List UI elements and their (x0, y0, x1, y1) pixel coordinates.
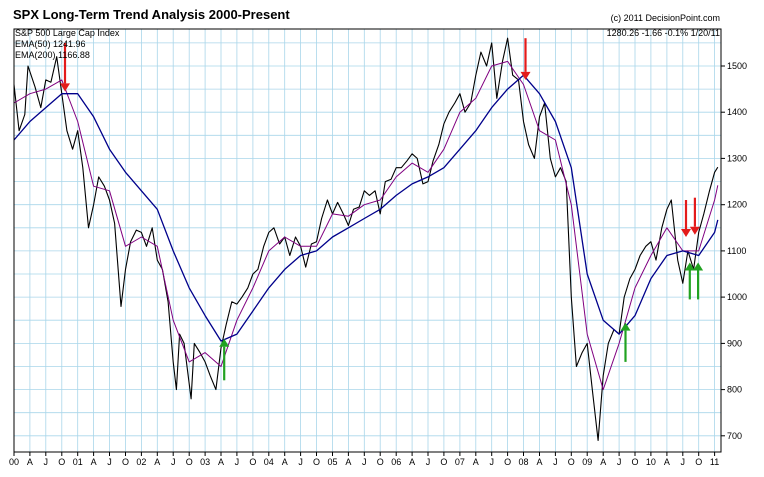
x-tick-label: A (664, 457, 670, 467)
plot-frame (13, 28, 722, 453)
x-tick-label: J (171, 457, 176, 467)
copyright-text: (c) 2011 DecisionPoint.com (611, 13, 720, 23)
plot-area (14, 29, 721, 452)
y-tick-label: 800 (727, 385, 742, 395)
x-tick-label: 04 (264, 457, 274, 467)
x-tick-label: O (58, 457, 65, 467)
arrow-head (681, 229, 691, 237)
x-tick-label: A (409, 457, 415, 467)
y-tick-label: 1500 (727, 61, 747, 71)
y-tick-label: 1100 (727, 246, 746, 256)
y-tick-label: 1300 (727, 153, 747, 163)
x-tick-label: J (617, 457, 622, 467)
arrow-head (219, 338, 230, 347)
arrow-head (693, 262, 704, 271)
x-tick-label: A (154, 457, 160, 467)
x-tick-label: O (186, 457, 193, 467)
buy-arrow (620, 322, 631, 362)
arrow-head (60, 83, 70, 92)
x-tick-label: J (681, 457, 686, 467)
y-tick-label: 1000 (727, 292, 747, 302)
x-tick-label: O (504, 457, 511, 467)
x-tick-label: J (426, 457, 431, 467)
sell-arrow (681, 200, 691, 237)
x-tick-label: A (345, 457, 351, 467)
y-tick-label: 1400 (727, 107, 747, 117)
x-tick-label: J (44, 457, 49, 467)
x-tick-label: O (313, 457, 320, 467)
x-tick-label: J (489, 457, 494, 467)
x-tick-label: A (473, 457, 479, 467)
y-tick-label: 700 (727, 431, 742, 441)
ema200-legend: EMA(200) 1166.88 (15, 50, 90, 60)
ema50-legend: EMA(50) 1241.96 (15, 39, 86, 49)
x-tick-label: 07 (455, 457, 465, 467)
x-tick-label: O (122, 457, 129, 467)
x-tick-label: 05 (327, 457, 337, 467)
x-tick-label: 02 (136, 457, 146, 467)
x-tick-label: O (440, 457, 447, 467)
x-tick-label: J (235, 457, 240, 467)
series-line-ema-200 (13, 74, 719, 342)
series-line-s-p-500-large-cap-index (13, 37, 719, 441)
y-tick-label: 900 (727, 338, 742, 348)
arrow-head (520, 71, 531, 80)
x-tick-label: O (249, 457, 256, 467)
buy-arrow (684, 262, 695, 300)
x-tick-label: A (27, 457, 33, 467)
x-tick-label: O (695, 457, 702, 467)
x-tick-label: J (298, 457, 303, 467)
quote-readout: 1280.26 -1.66 -0.1% 1/20/11 (607, 28, 720, 38)
buy-arrow (693, 262, 704, 300)
x-tick-label: 06 (391, 457, 401, 467)
x-tick-label: A (600, 457, 606, 467)
x-tick-label: A (282, 457, 288, 467)
x-tick-label: O (631, 457, 638, 467)
x-tick-label: 09 (582, 457, 592, 467)
x-tick-label: J (107, 457, 112, 467)
sell-arrow (520, 38, 531, 80)
x-tick-label: 01 (73, 457, 83, 467)
chart-title: SPX Long-Term Trend Analysis 2000-Presen… (13, 7, 290, 22)
arrow-head (620, 322, 631, 331)
x-tick-label: O (377, 457, 384, 467)
x-tick-label: J (362, 457, 367, 467)
x-tick-label: J (553, 457, 558, 467)
buy-arrow (219, 338, 230, 381)
x-tick-label: 10 (646, 457, 656, 467)
x-tick-label: 03 (200, 457, 210, 467)
arrow-head (689, 226, 700, 235)
series-label: S&P 500 Large Cap Index (15, 28, 120, 38)
series-line-ema-50 (13, 60, 719, 391)
arrow-head (684, 262, 695, 271)
x-tick-label: 08 (518, 457, 528, 467)
x-tick-label: A (218, 457, 224, 467)
x-tick-label: 00 (9, 457, 19, 467)
y-tick-label: 1200 (727, 200, 747, 210)
x-tick-label: A (536, 457, 542, 467)
sell-arrow (60, 42, 70, 92)
sell-arrow (689, 197, 700, 235)
x-tick-label: O (568, 457, 575, 467)
x-tick-label: A (91, 457, 97, 467)
x-tick-label: 11 (710, 457, 719, 467)
